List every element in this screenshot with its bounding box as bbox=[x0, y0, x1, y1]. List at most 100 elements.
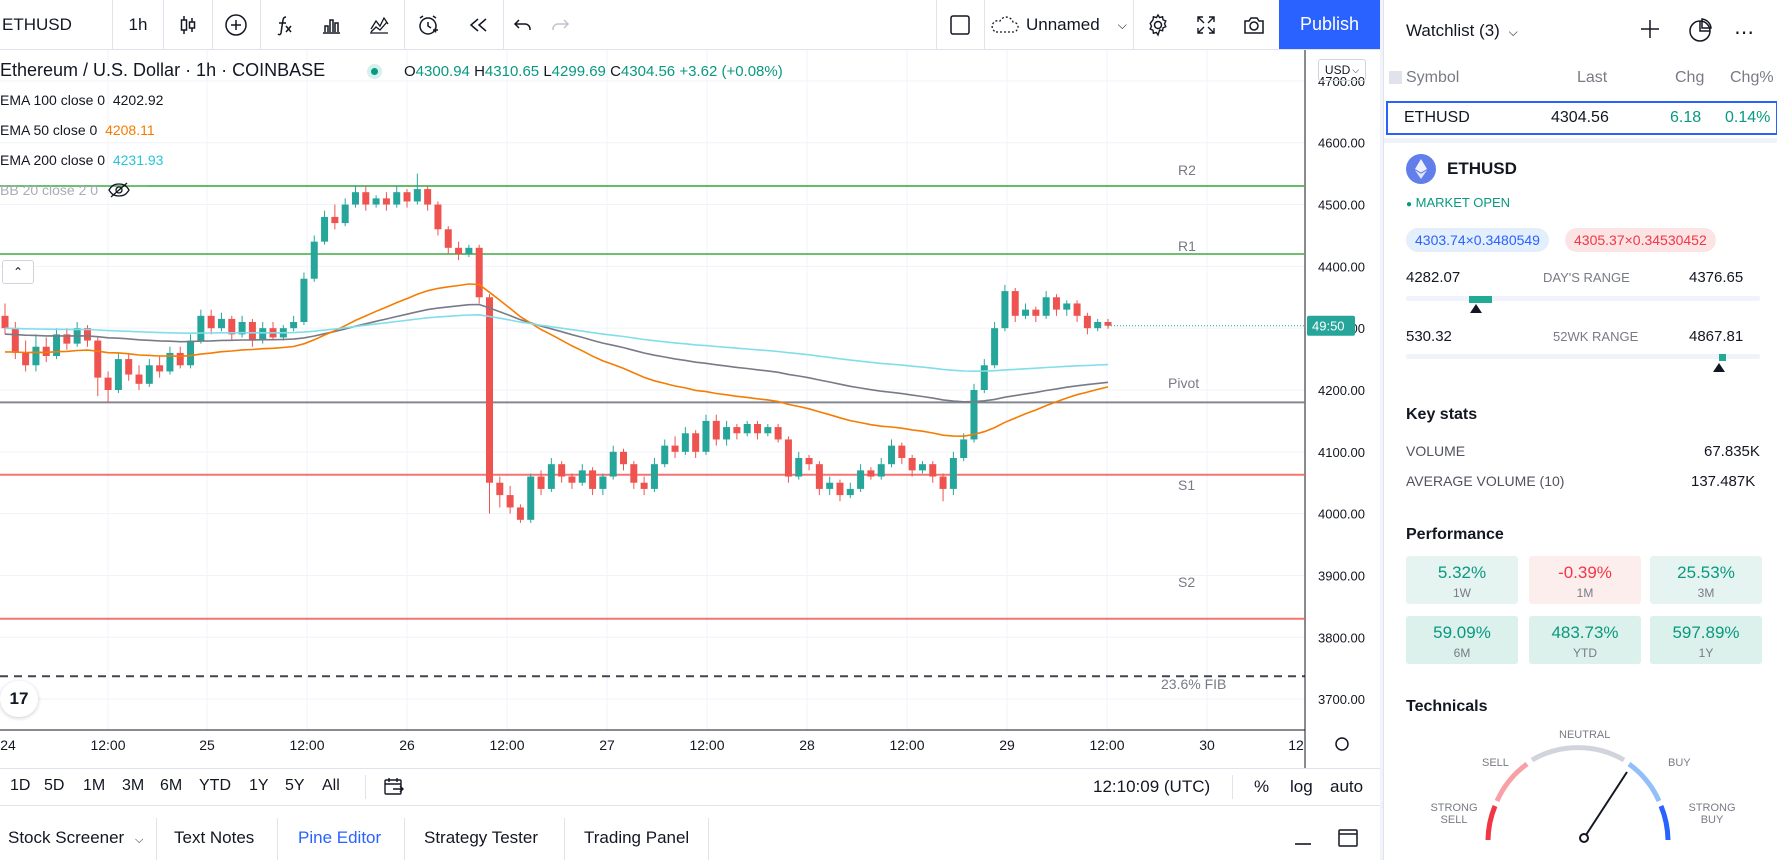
high-value: 4310.65 bbox=[484, 63, 540, 80]
candle-body bbox=[949, 458, 957, 489]
candle-body bbox=[156, 365, 164, 372]
range-ytd[interactable]: YTD bbox=[199, 777, 231, 794]
eye-off-icon[interactable] bbox=[108, 182, 130, 201]
chevron-down-icon: ⌵ bbox=[134, 834, 144, 846]
snapshot-button[interactable] bbox=[1230, 0, 1278, 50]
tab-stock-screener[interactable]: Stock Screener ⌵ bbox=[8, 828, 144, 847]
compare-button[interactable] bbox=[212, 0, 260, 50]
percent-scale-button[interactable]: % bbox=[1254, 777, 1270, 796]
tradingview-logo[interactable]: 17 bbox=[0, 681, 38, 717]
price-chart[interactable]: 4700.004600.004500.004400.004300.004200.… bbox=[0, 50, 1380, 768]
financials-button[interactable] bbox=[307, 0, 355, 50]
pivot-label-pivot: Pivot bbox=[1168, 375, 1200, 391]
legend-ema-100[interactable]: EMA 100 close 0 4202.92 bbox=[0, 92, 164, 108]
candle-body bbox=[681, 433, 689, 452]
tab-trading-panel[interactable]: Trading Panel bbox=[584, 828, 690, 847]
watchlist-title-button[interactable]: Watchlist (3) ⌵ bbox=[1406, 21, 1518, 40]
perf-1m[interactable]: -0.39% 1M bbox=[1529, 556, 1641, 604]
perf-6m[interactable]: 59.09% 6M bbox=[1406, 616, 1518, 664]
perf-3m[interactable]: 25.53% 3M bbox=[1650, 556, 1762, 604]
axis-settings-icon[interactable] bbox=[1335, 737, 1349, 751]
candle-body bbox=[1083, 315, 1091, 329]
log-scale-button[interactable]: log bbox=[1290, 777, 1313, 796]
perf-ytd[interactable]: 483.73% YTD bbox=[1529, 616, 1641, 664]
range-all[interactable]: All bbox=[322, 777, 340, 794]
alert-button[interactable] bbox=[404, 0, 452, 50]
perf-1w[interactable]: 5.32% 1W bbox=[1406, 556, 1518, 604]
range-divider bbox=[365, 775, 366, 799]
range-5y[interactable]: 5Y bbox=[285, 777, 305, 794]
indicators-button[interactable] bbox=[260, 0, 308, 50]
performance-title: Performance bbox=[1406, 526, 1504, 543]
chart-area[interactable]: 4700.004600.004500.004400.004300.004200.… bbox=[0, 50, 1380, 768]
legend-ema-200[interactable]: EMA 200 close 0 4231.93 bbox=[0, 152, 164, 168]
minimize-panel-button[interactable] bbox=[1293, 828, 1313, 853]
pivot-label-fib: 23.6% FIB bbox=[1161, 676, 1227, 692]
candle-body bbox=[228, 318, 236, 335]
range-1m[interactable]: 1M bbox=[83, 777, 106, 794]
range-5d[interactable]: 5D bbox=[44, 777, 65, 794]
maximize-panel-button[interactable] bbox=[1337, 827, 1359, 854]
column-chg-percent[interactable]: Chg% bbox=[1730, 69, 1774, 86]
column-chg[interactable]: Chg bbox=[1675, 69, 1705, 86]
candles-type-button[interactable] bbox=[164, 0, 212, 50]
row-symbol: ETHUSD bbox=[1404, 109, 1470, 126]
time-tick-label: 12 bbox=[1288, 737, 1304, 753]
toolbar-divider bbox=[936, 0, 937, 50]
publish-button[interactable]: Publish bbox=[1279, 0, 1380, 49]
interval-button[interactable]: 1h bbox=[114, 0, 162, 50]
candle-body bbox=[176, 352, 184, 366]
range-divider bbox=[1232, 775, 1233, 799]
range-1d[interactable]: 1D bbox=[10, 777, 31, 794]
column-last[interactable]: Last bbox=[1577, 69, 1608, 86]
candle-body bbox=[743, 424, 751, 434]
templates-button[interactable] bbox=[355, 0, 403, 50]
gauge-strong-buy-arc bbox=[1658, 805, 1671, 841]
perf-1y[interactable]: 597.89% 1Y bbox=[1650, 616, 1762, 664]
fullscreen-button[interactable] bbox=[1182, 0, 1230, 50]
candle-body bbox=[692, 433, 700, 452]
replay-button[interactable] bbox=[455, 0, 503, 50]
week52-range-low: 530.32 bbox=[1406, 328, 1452, 345]
pivot-label-s1: S1 bbox=[1178, 477, 1196, 493]
candle-body bbox=[1032, 309, 1040, 316]
undo-button[interactable] bbox=[503, 0, 543, 50]
tab-text-notes[interactable]: Text Notes bbox=[174, 828, 255, 847]
legend-bb[interactable]: BB 20 close 2 0 bbox=[0, 182, 130, 201]
tab-strategy-tester[interactable]: Strategy Tester bbox=[424, 828, 539, 847]
days-range-high: 4376.65 bbox=[1689, 269, 1744, 286]
symbol-text: ETHUSD bbox=[2, 15, 72, 34]
more-options-icon[interactable]: ⋯ bbox=[1734, 22, 1755, 44]
select-all-checkbox[interactable] bbox=[1389, 71, 1402, 84]
symbol-search-button[interactable]: ETHUSD bbox=[0, 0, 110, 50]
tab-divider bbox=[156, 818, 157, 860]
column-symbol[interactable]: Symbol bbox=[1406, 69, 1460, 86]
price-tick-label: 3700.00 bbox=[1318, 692, 1365, 707]
time-tick-label: 25 bbox=[199, 737, 215, 753]
settings-button[interactable] bbox=[1134, 0, 1182, 50]
candle-body bbox=[877, 464, 885, 477]
candle-body bbox=[104, 377, 112, 390]
auto-scale-button[interactable]: auto bbox=[1330, 777, 1364, 796]
range-6m[interactable]: 6M bbox=[160, 777, 183, 794]
tab-divider bbox=[708, 818, 709, 860]
advanced-view-button[interactable] bbox=[1687, 17, 1713, 48]
technicals-title: Technicals bbox=[1406, 698, 1488, 715]
select-layout-button[interactable] bbox=[936, 0, 984, 50]
layout-name-button[interactable]: Unnamed ⌵ bbox=[988, 0, 1128, 50]
watchlist-row[interactable]: ETHUSD 4304.56 6.18 0.14% bbox=[1386, 101, 1777, 135]
currency-select[interactable]: USD ⌵ bbox=[1318, 59, 1366, 81]
redo-button[interactable] bbox=[540, 0, 580, 50]
tab-pine-editor[interactable]: Pine Editor bbox=[298, 828, 382, 847]
range-1y[interactable]: 1Y bbox=[249, 777, 269, 794]
add-symbol-button[interactable] bbox=[1638, 17, 1662, 46]
goto-date-button[interactable] bbox=[383, 776, 405, 803]
panel-splitter[interactable] bbox=[1380, 0, 1383, 860]
gauge-label-strong-sell: STRONG SELL bbox=[1430, 802, 1478, 826]
utc-clock[interactable]: 12:10:09 (UTC) bbox=[1093, 777, 1211, 796]
range-3m[interactable]: 3M bbox=[122, 777, 145, 794]
legend-ema-50[interactable]: EMA 50 close 0 4208.11 bbox=[0, 122, 155, 138]
collapse-legend-button[interactable]: ⌃ bbox=[2, 260, 34, 284]
interval-text: 1h bbox=[128, 15, 148, 34]
cloud-icon bbox=[991, 16, 1019, 33]
